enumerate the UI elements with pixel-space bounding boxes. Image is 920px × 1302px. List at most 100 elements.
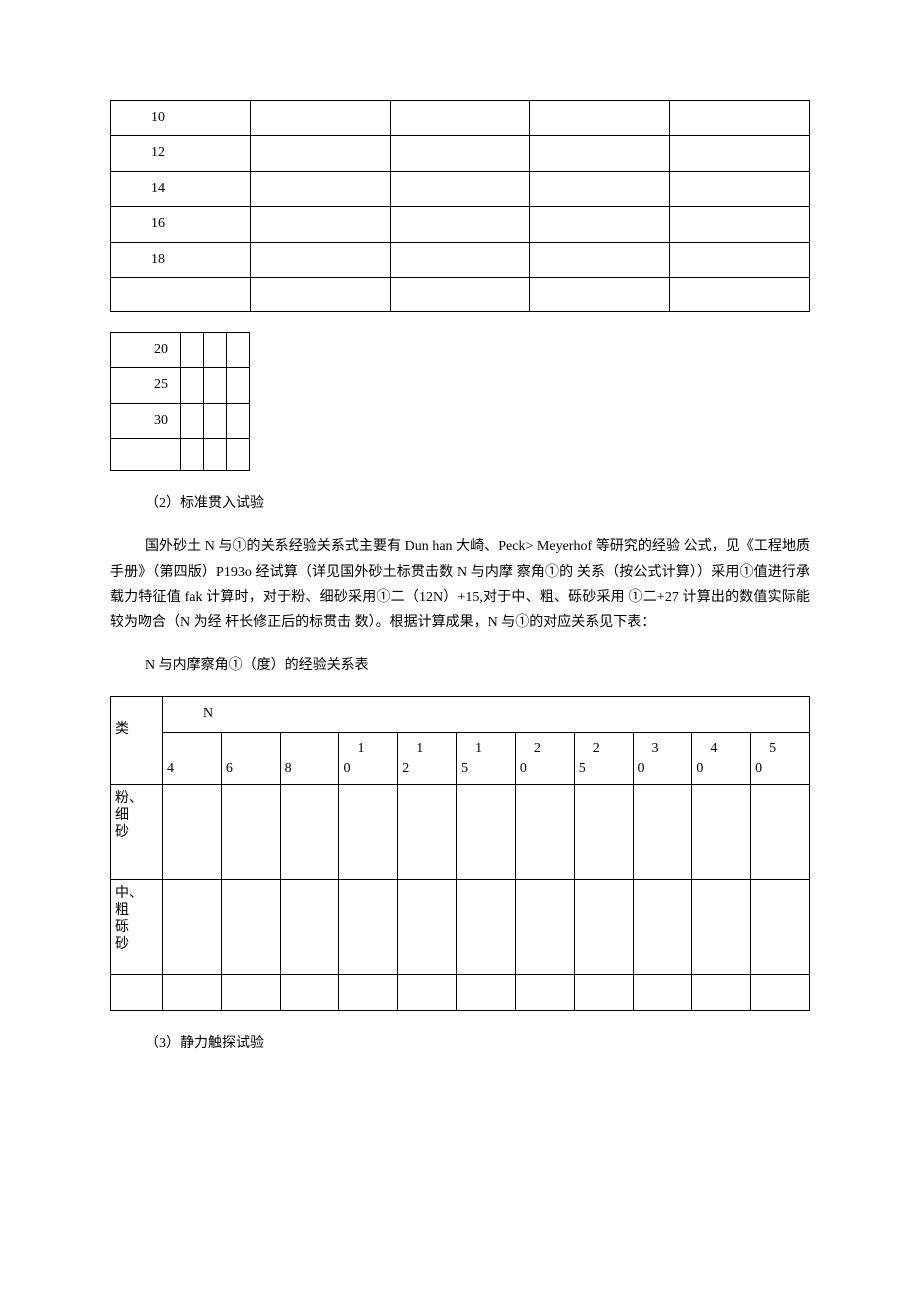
table-row: 18 [111, 242, 810, 277]
table-cell: 10 [111, 101, 251, 136]
table-3-n-header: N [163, 697, 810, 733]
table-3: 类 N 468 10 12 15 20 25 30 40 50 粉、细砂 中、粗… [110, 696, 810, 1011]
table-cell [227, 368, 250, 403]
table-cell: 20 [111, 332, 181, 367]
table-cell [227, 439, 250, 471]
table-cell [633, 785, 692, 880]
table-cell [181, 332, 204, 367]
table-cell [670, 171, 810, 206]
table-cell [670, 277, 810, 311]
table-cell [227, 332, 250, 367]
table-cell [339, 975, 398, 1011]
table-cell [111, 975, 163, 1011]
table-cell [280, 880, 339, 975]
table-cell [204, 403, 227, 438]
table-row: 30 [111, 403, 250, 438]
table-cell [280, 785, 339, 880]
table-row: 16 [111, 207, 810, 242]
table-3-col-header: 15 [457, 733, 516, 785]
table-cell [751, 880, 810, 975]
table-3-row-2-label: 中、粗砾砂 [111, 880, 163, 975]
table-cell: 14 [111, 171, 251, 206]
table-3-col-header: 20 [515, 733, 574, 785]
table-row [111, 439, 250, 471]
table-row: 14 [111, 171, 810, 206]
table-cell [457, 975, 516, 1011]
table-cell [515, 975, 574, 1011]
table-cell [111, 277, 251, 311]
table-cell [390, 101, 530, 136]
table-cell [221, 975, 280, 1011]
table-cell: 12 [111, 136, 251, 171]
table-cell [390, 171, 530, 206]
table-cell [692, 785, 751, 880]
table-3-col-header: 4 [163, 733, 222, 785]
table-cell [204, 332, 227, 367]
table-3-row-3 [111, 975, 810, 1011]
table-cell [751, 975, 810, 1011]
table-cell [574, 975, 633, 1011]
table-cell [250, 207, 390, 242]
table-3-row-2: 中、粗砾砂 [111, 880, 810, 975]
table-cell [398, 785, 457, 880]
table-cell [163, 785, 222, 880]
table-cell [250, 136, 390, 171]
table-row [111, 277, 810, 311]
table-cell [204, 368, 227, 403]
table-1-body: 1012141618 [111, 101, 810, 312]
section-2-title: （2）标准贯入试验 [110, 491, 810, 516]
table-cell [280, 975, 339, 1011]
table-3-caption: N 与内摩察角①（度）的经验关系表 [110, 653, 810, 678]
table-cell [515, 785, 574, 880]
table-cell [390, 277, 530, 311]
table-3-header-row-1: 类 N [111, 697, 810, 733]
table-3-header-row-2: 468 10 12 15 20 25 30 40 50 [111, 733, 810, 785]
table-1: 1012141618 [110, 100, 810, 312]
table-3-col-header: 12 [398, 733, 457, 785]
table-3-col-header: 30 [633, 733, 692, 785]
table-2: 202530 [110, 332, 250, 471]
table-row: 12 [111, 136, 810, 171]
table-cell: 30 [111, 403, 181, 438]
table-cell: 18 [111, 242, 251, 277]
table-cell [670, 242, 810, 277]
table-cell [339, 880, 398, 975]
table-cell [530, 242, 670, 277]
table-row: 20 [111, 332, 250, 367]
table-3-col-header: 25 [574, 733, 633, 785]
table-cell [398, 880, 457, 975]
table-cell [530, 277, 670, 311]
table-3-row-1: 粉、细砂 [111, 785, 810, 880]
table-cell [530, 136, 670, 171]
table-cell [574, 785, 633, 880]
table-3-col-header: 40 [692, 733, 751, 785]
table-cell [670, 136, 810, 171]
table-cell [692, 975, 751, 1011]
table-3-row-1-label: 粉、细砂 [111, 785, 163, 880]
table-cell [250, 242, 390, 277]
table-cell [163, 880, 222, 975]
table-cell [457, 880, 516, 975]
table-2-body: 202530 [111, 332, 250, 470]
table-cell [111, 439, 181, 471]
table-cell [181, 403, 204, 438]
table-cell [181, 368, 204, 403]
section-3-title: （3）静力触探试验 [110, 1031, 810, 1056]
table-cell [530, 101, 670, 136]
table-cell [204, 439, 227, 471]
table-cell [250, 277, 390, 311]
table-cell: 16 [111, 207, 251, 242]
table-cell: 25 [111, 368, 181, 403]
table-cell [574, 880, 633, 975]
table-cell [457, 785, 516, 880]
table-cell [692, 880, 751, 975]
table-cell [633, 975, 692, 1011]
table-3-col-header: 10 [339, 733, 398, 785]
table-cell [250, 101, 390, 136]
table-cell [221, 880, 280, 975]
table-cell [670, 207, 810, 242]
table-cell [390, 242, 530, 277]
table-cell [390, 136, 530, 171]
table-3-type-header: 类 [111, 697, 163, 785]
table-3-col-header: 50 [751, 733, 810, 785]
